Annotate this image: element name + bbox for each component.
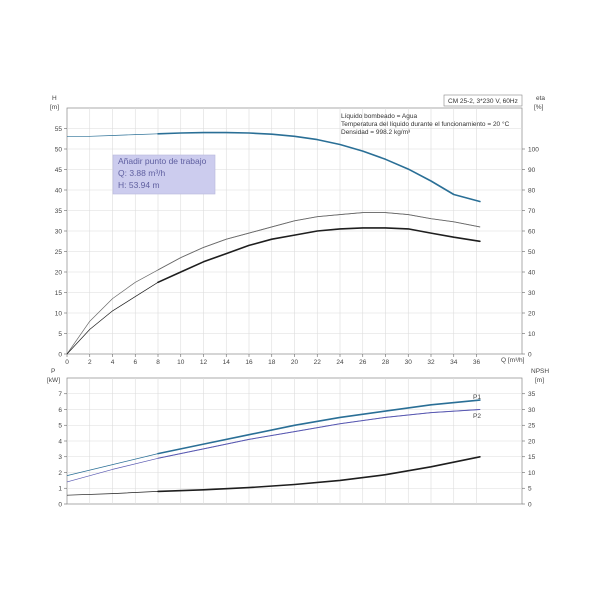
head-tick-label: 15 xyxy=(55,290,63,297)
head-tick-label: 25 xyxy=(55,249,63,256)
npsh-tick-label: 30 xyxy=(528,407,536,414)
head-tick-label: 10 xyxy=(55,310,63,317)
power-tick-label: 0 xyxy=(58,501,62,508)
npsh-tick-label: 25 xyxy=(528,423,536,430)
p1-curve-operating-range xyxy=(157,399,481,455)
npsh-curve-operating-range xyxy=(157,456,481,493)
eta-tick-label: 20 xyxy=(528,310,536,317)
x-tick-label: 26 xyxy=(359,359,367,366)
npsh-curve xyxy=(66,456,480,496)
eta-tick-label: 50 xyxy=(528,249,536,256)
eta-tick-label: 80 xyxy=(528,187,536,194)
power-tick-label: 2 xyxy=(58,470,62,477)
working-point-flow: Q: 3.88 m³/h xyxy=(118,168,166,178)
head-tick-label: 5 xyxy=(58,331,62,338)
working-point-head: H: 53.94 m xyxy=(118,180,160,190)
head-tick-label: 40 xyxy=(55,187,63,194)
npsh-tick-label: 15 xyxy=(528,454,536,461)
x-tick-label: 30 xyxy=(405,359,413,366)
p2-curve-label: P2 xyxy=(473,413,481,420)
x-tick-label: 16 xyxy=(245,359,253,366)
npsh-axis-unit: [m] xyxy=(535,377,544,384)
medium-info-line-1: Líquido bombeado = Agua xyxy=(341,113,417,120)
p2-curve-operating-range xyxy=(157,409,481,459)
eta_outer-curve-operating-range xyxy=(157,212,481,271)
p2-curve xyxy=(66,409,480,483)
power-axis-unit: [kW] xyxy=(47,377,60,384)
curves xyxy=(66,131,481,496)
x-tick-label: 8 xyxy=(156,359,160,366)
x-tick-label: 6 xyxy=(133,359,137,366)
head-tick-label: 0 xyxy=(58,351,62,358)
head-tick-label: 55 xyxy=(55,126,63,133)
eta-tick-label: 90 xyxy=(528,167,536,174)
eta-tick-label: 60 xyxy=(528,228,536,235)
head-axis-unit: [m] xyxy=(50,104,59,111)
head-tick-label: 50 xyxy=(55,146,63,153)
x-tick-label: 18 xyxy=(268,359,276,366)
eta-axis-unit: [%] xyxy=(534,104,544,111)
eta_inner-curve xyxy=(66,227,480,355)
p1-curve-label: P1 xyxy=(473,394,481,401)
eta-tick-label: 40 xyxy=(528,269,536,276)
power-tick-label: 1 xyxy=(58,486,62,493)
x-tick-label: 14 xyxy=(223,359,231,366)
npsh-tick-label: 35 xyxy=(528,391,536,398)
eta-tick-label: 10 xyxy=(528,331,536,338)
x-tick-label: 34 xyxy=(450,359,458,366)
eta-tick-label: 30 xyxy=(528,290,536,297)
axis-ticks: 0 2 4 6 8 10 12 14 16 18 20 22 24 26 28 30 32 34 360510152… xyxy=(55,126,539,508)
power-tick-label: 7 xyxy=(58,391,62,398)
head-tick-label: 20 xyxy=(55,269,63,276)
model-label-box xyxy=(443,94,523,107)
power-axis-label: P xyxy=(51,368,55,375)
power-tick-label: 3 xyxy=(58,454,62,461)
p1-curve xyxy=(66,399,480,476)
head-tick-label: 30 xyxy=(55,228,63,235)
medium-info-line-2: Temperatura del líquido durante el funci… xyxy=(341,120,510,128)
npsh-tick-label: 10 xyxy=(528,470,536,477)
x-tick-label: 28 xyxy=(382,359,390,366)
head-curve-operating-range xyxy=(157,131,481,203)
x-tick-label: 2 xyxy=(88,359,92,366)
head-tick-label: 35 xyxy=(55,208,63,215)
eta_inner-curve-operating-range xyxy=(157,227,481,284)
flow-axis-label: Q [m³/h] xyxy=(501,357,525,364)
power-tick-label: 5 xyxy=(58,423,62,430)
power-tick-label: 6 xyxy=(58,407,62,414)
eta-tick-label: 0 xyxy=(528,351,532,358)
head-tick-label: 45 xyxy=(55,167,63,174)
x-tick-label: 36 xyxy=(473,359,481,366)
eta-axis-label: eta xyxy=(536,95,545,102)
x-tick-label: 32 xyxy=(427,359,435,366)
x-tick-label: 20 xyxy=(291,359,299,366)
power-tick-label: 4 xyxy=(58,438,62,445)
npsh-tick-label: 0 xyxy=(528,501,532,508)
model-label: CM 25-2, 3*230 V, 60Hz xyxy=(448,98,518,105)
medium-info-line-3: Densidad = 998.2 kg/m³ xyxy=(341,129,411,136)
working-point-panel[interactable]: Añadir punto de trabajo Q: 3.88 m³/h H: … xyxy=(112,154,216,195)
eta-tick-label: 100 xyxy=(528,146,539,153)
x-tick-label: 0 xyxy=(65,359,69,366)
working-point-box[interactable] xyxy=(112,154,216,195)
x-tick-label: 12 xyxy=(200,359,208,366)
head-axis-label: H xyxy=(52,95,57,102)
x-tick-label: 24 xyxy=(336,359,344,366)
add-working-point-link[interactable]: Añadir punto de trabajo xyxy=(118,156,207,166)
eta-tick-label: 70 xyxy=(528,208,536,215)
npsh-axis-label: NPSH xyxy=(531,368,549,375)
eta_outer-curve xyxy=(66,212,480,355)
x-tick-label: 4 xyxy=(111,359,115,366)
npsh-tick-label: 5 xyxy=(528,486,532,493)
x-tick-label: 10 xyxy=(177,359,185,366)
npsh-tick-label: 20 xyxy=(528,438,536,445)
x-tick-label: 22 xyxy=(314,359,322,366)
